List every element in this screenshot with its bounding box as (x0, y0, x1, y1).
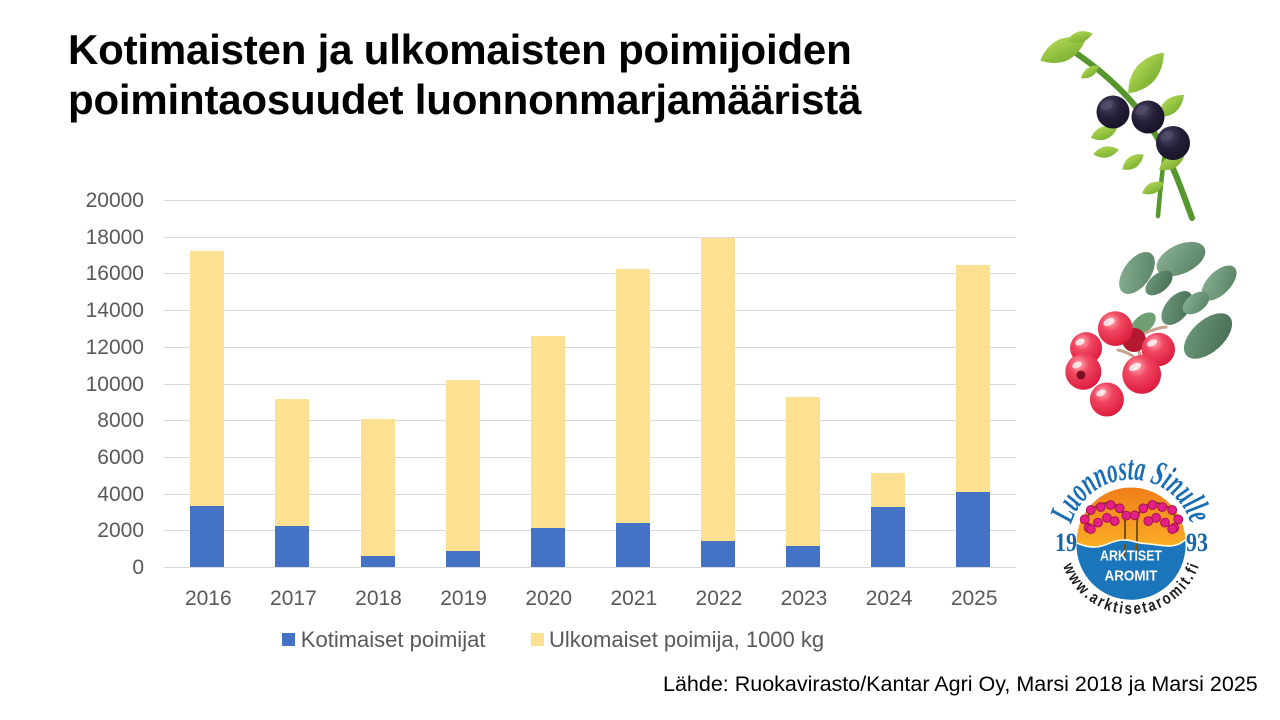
svg-text:t: t (1128, 450, 1135, 488)
svg-text:i: i (1184, 561, 1203, 571)
svg-text:ARKTISET: ARKTISET (1100, 548, 1162, 565)
svg-text:e: e (1133, 599, 1142, 618)
svg-text:t: t (1111, 598, 1120, 617)
svg-text:t: t (1141, 598, 1149, 617)
svg-text:a: a (1133, 450, 1148, 489)
svg-text:19: 19 (1055, 528, 1077, 557)
svg-text:93: 93 (1186, 528, 1208, 557)
svg-text:i: i (1118, 599, 1124, 618)
svg-text:s: s (1124, 599, 1132, 618)
svg-text:AROMIT: AROMIT (1105, 567, 1158, 584)
